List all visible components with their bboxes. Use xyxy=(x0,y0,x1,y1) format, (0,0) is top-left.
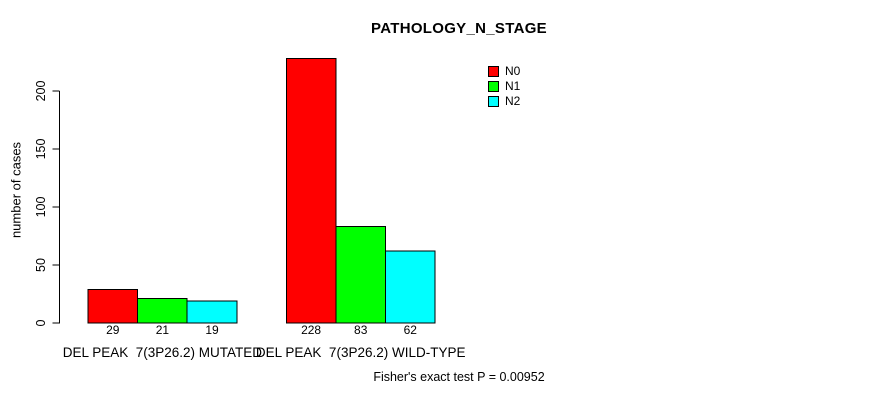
y-tick-label: 0 xyxy=(34,319,48,326)
y-tick-label: 50 xyxy=(34,258,48,272)
bar-n1-group0 xyxy=(137,298,188,324)
bar-value-label: 62 xyxy=(404,323,418,337)
bar-value-label: 19 xyxy=(205,323,219,337)
legend-swatch-n0-icon xyxy=(488,66,499,77)
y-tick-label: 150 xyxy=(34,139,48,160)
bar-value-label: 29 xyxy=(106,323,120,337)
legend-item-n0: N0 xyxy=(488,64,520,79)
x-category-label: DEL PEAK 7(3P26.2) WILD-TYPE xyxy=(256,345,466,360)
legend: N0 N1 N2 xyxy=(488,64,520,109)
legend-swatch-n1-icon xyxy=(488,81,499,92)
legend-swatch-n2-icon xyxy=(488,96,499,107)
bar-n2-group0 xyxy=(186,300,238,324)
bar-value-label: 228 xyxy=(301,323,321,337)
y-tick-label: 100 xyxy=(34,197,48,218)
legend-item-n2: N2 xyxy=(488,94,520,109)
legend-label-n0: N0 xyxy=(505,64,521,78)
legend-item-n1: N1 xyxy=(488,79,520,94)
footnote-pvalue: Fisher's exact test P = 0.00952 xyxy=(373,370,545,384)
bar-n0-group1 xyxy=(285,58,337,324)
bar-n1-group1 xyxy=(335,226,386,324)
legend-label-n1: N1 xyxy=(505,79,521,93)
y-tick-label: 200 xyxy=(34,81,48,102)
bar-n2-group1 xyxy=(385,250,436,324)
chart-title: PATHOLOGY_N_STAGE xyxy=(371,20,547,37)
bar-n0-group0 xyxy=(87,288,139,324)
bar-value-label: 21 xyxy=(156,323,170,337)
bar-value-label: 83 xyxy=(354,323,368,337)
legend-label-n2: N2 xyxy=(505,94,521,108)
x-category-label: DEL PEAK 7(3P26.2) MUTATED xyxy=(63,345,263,360)
